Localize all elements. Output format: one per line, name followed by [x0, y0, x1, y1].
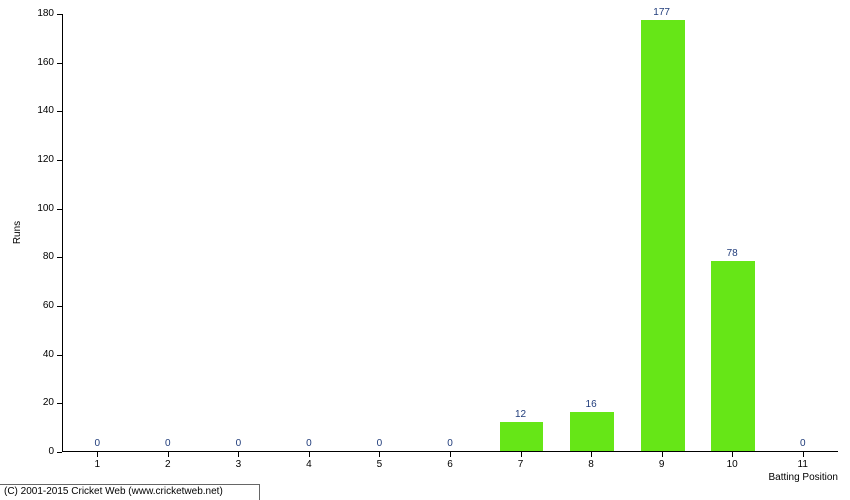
y-tick: [57, 14, 62, 15]
bar-value-label: 0: [143, 438, 193, 449]
x-tick-label: 11: [788, 459, 818, 470]
bar-value-label: 0: [284, 438, 334, 449]
plot-area: [62, 14, 838, 452]
y-tick-label: 40: [14, 349, 54, 360]
x-tick-label: 7: [506, 459, 536, 470]
x-tick-label: 2: [153, 459, 183, 470]
copyright-text: (C) 2001-2015 Cricket Web (www.cricketwe…: [4, 486, 223, 497]
bar-value-label: 12: [496, 409, 546, 420]
y-tick: [57, 403, 62, 404]
bar-value-label: 0: [72, 438, 122, 449]
x-tick-label: 8: [576, 459, 606, 470]
y-tick-label: 160: [14, 57, 54, 68]
y-axis-label: Runs: [12, 221, 23, 244]
y-tick-label: 60: [14, 300, 54, 311]
y-tick-label: 140: [14, 105, 54, 116]
x-tick: [168, 452, 169, 457]
bar-value-label: 16: [566, 399, 616, 410]
bar-value-label: 177: [637, 7, 687, 18]
y-tick: [57, 452, 62, 453]
y-tick-label: 120: [14, 154, 54, 165]
x-tick-label: 5: [364, 459, 394, 470]
bar-value-label: 0: [778, 438, 828, 449]
y-tick: [57, 63, 62, 64]
y-tick: [57, 160, 62, 161]
x-tick-label: 4: [294, 459, 324, 470]
bar: [570, 412, 614, 451]
y-tick-label: 0: [14, 446, 54, 457]
y-tick: [57, 111, 62, 112]
bar-value-label: 0: [354, 438, 404, 449]
x-tick: [97, 452, 98, 457]
y-tick-label: 180: [14, 8, 54, 19]
y-tick: [57, 355, 62, 356]
x-tick: [309, 452, 310, 457]
x-tick: [379, 452, 380, 457]
x-tick: [450, 452, 451, 457]
bar-value-label: 0: [213, 438, 263, 449]
y-tick: [57, 306, 62, 307]
y-tick: [57, 257, 62, 258]
x-tick-label: 9: [647, 459, 677, 470]
y-tick: [57, 209, 62, 210]
x-tick-label: 10: [717, 459, 747, 470]
bar-value-label: 0: [425, 438, 475, 449]
x-tick: [521, 452, 522, 457]
x-tick-label: 1: [82, 459, 112, 470]
x-axis-label: Batting Position: [769, 472, 839, 483]
x-tick-label: 3: [223, 459, 253, 470]
bar: [500, 422, 544, 451]
y-tick-label: 100: [14, 203, 54, 214]
x-tick: [732, 452, 733, 457]
y-tick-label: 80: [14, 251, 54, 262]
y-tick-label: 20: [14, 397, 54, 408]
bar: [711, 261, 755, 451]
bar: [641, 20, 685, 451]
x-tick-label: 6: [435, 459, 465, 470]
x-tick: [591, 452, 592, 457]
chart-container: Runs Batting Position (C) 2001-2015 Cric…: [0, 0, 850, 500]
x-tick: [803, 452, 804, 457]
x-tick: [238, 452, 239, 457]
x-tick: [662, 452, 663, 457]
bar-value-label: 78: [707, 248, 757, 259]
